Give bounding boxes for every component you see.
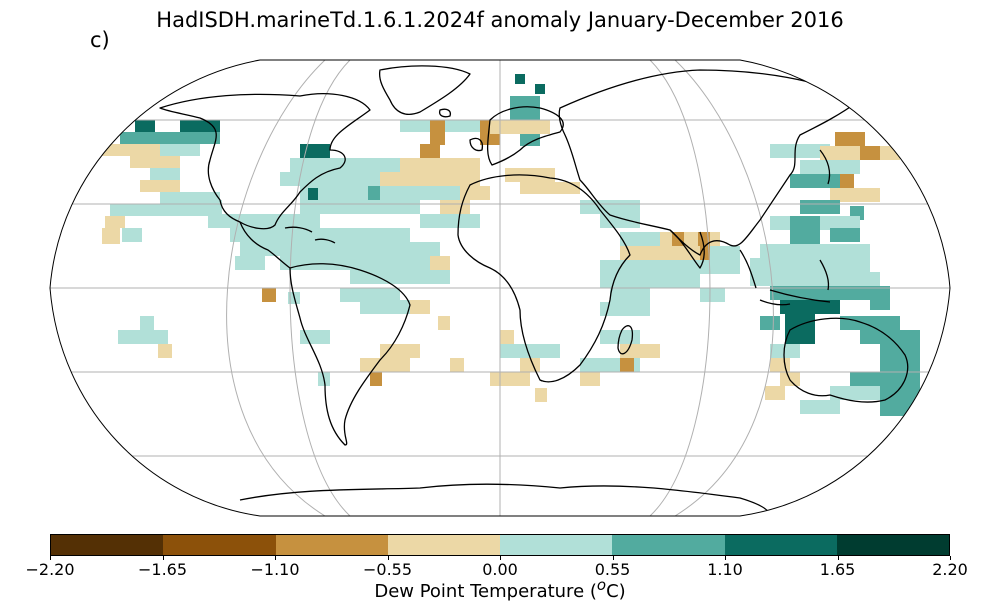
colorbar-tick-mark [275, 556, 276, 560]
colorbar-segment [163, 535, 276, 555]
colorbar-tick-label: −1.10 [250, 560, 300, 579]
graticule [50, 60, 950, 516]
colorbar-tick-label: −2.20 [25, 560, 75, 579]
colorbar-tick-label: 0.55 [594, 560, 631, 579]
coastlines [159, 65, 937, 516]
colorbar-tick-mark [162, 556, 164, 560]
map-title: HadISDH.marineTd.1.6.1.2024f anomaly Jan… [156, 8, 844, 32]
colorbar-tick-label: 1.65 [819, 560, 856, 579]
colorbar-label-sup: o [596, 576, 607, 594]
colorbar-tick-mark [387, 556, 389, 560]
colorbar-label-suffix: C) [606, 581, 626, 602]
colorbar-segment [387, 535, 500, 555]
colorbar-segment [51, 535, 164, 555]
colorbar-segment [836, 535, 949, 555]
globe-border [49, 59, 951, 517]
anomaly-map [49, 59, 951, 517]
colorbar-tick-label: 0.00 [482, 560, 518, 579]
colorbar-tick-mark [612, 556, 614, 560]
colorbar-segment [612, 535, 725, 555]
colorbar-tick-label: −0.55 [362, 560, 413, 579]
colorbar-label-prefix: Dew Point Temperature ( [374, 581, 597, 602]
colorbar-tick-label: 1.10 [707, 560, 743, 579]
anomaly-cells [100, 74, 920, 416]
colorbar-segment [724, 535, 837, 555]
colorbar-segment [275, 535, 388, 555]
colorbar-tick-mark [500, 556, 501, 560]
panel-label: c) [90, 28, 110, 52]
colorbar-label: Dew Point Temperature (oC) [0, 576, 1000, 602]
colorbar-tick-label: 2.20 [932, 560, 968, 579]
colorbar-tick-mark [725, 556, 726, 560]
colorbar [50, 534, 950, 556]
colorbar-label-sup-wrap: o [597, 576, 606, 602]
colorbar-tick-label: −1.65 [137, 560, 188, 579]
colorbar-segment [500, 535, 613, 555]
colorbar-tick-mark [837, 556, 839, 560]
colorbar-tick-mark [50, 556, 51, 560]
colorbar-tick-mark [950, 556, 951, 560]
